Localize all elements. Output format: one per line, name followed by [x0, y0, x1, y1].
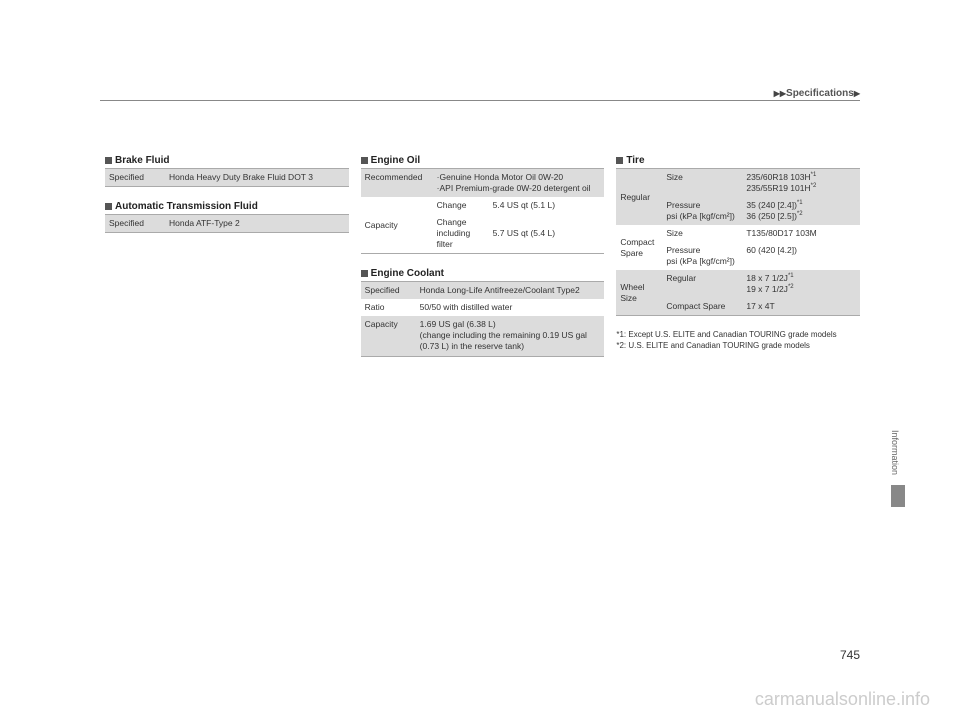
sub-value: 5.4 US qt (5.1 L) [493, 200, 555, 211]
table-row: Recommended ·Genuine Honda Motor Oil 0W-… [361, 169, 605, 198]
table-row: Wheel Size Regular 18 x 7 1/2J*119 x 7 1… [616, 270, 860, 298]
cell-value: ·Genuine Honda Motor Oil 0W-20 ·API Prem… [433, 169, 605, 198]
side-tab-marker [891, 485, 905, 507]
cell-value: 17 x 4T [742, 298, 860, 316]
brake-fluid-table: Specified Honda Heavy Duty Brake Fluid D… [105, 168, 349, 187]
cell-label: Capacity [361, 316, 416, 356]
section-title-brake-fluid: Brake Fluid [105, 155, 349, 166]
title-text: Brake Fluid [115, 155, 169, 166]
table-row: Ratio 50/50 with distilled water [361, 299, 605, 316]
section-title-atf: Automatic Transmission Fluid [105, 201, 349, 212]
section-title-tire: Tire [616, 155, 860, 166]
side-section-label: Information [890, 430, 900, 475]
cell-label: Ratio [361, 299, 416, 316]
manual-page: ▶▶Specifications▶ Brake Fluid Specified … [0, 0, 960, 722]
table-row: Specified Honda Heavy Duty Brake Fluid D… [105, 169, 349, 187]
cell-sublabel: Pressure psi (kPa [kgf/cm²]) [662, 242, 742, 270]
breadcrumb-text: Specifications [786, 88, 854, 99]
cell-label: Regular [616, 169, 662, 226]
sub-value: 5.7 US qt (5.4 L) [493, 228, 555, 239]
content-columns: Brake Fluid Specified Honda Heavy Duty B… [105, 155, 860, 371]
cell-value: Change 5.4 US qt (5.1 L) [433, 197, 605, 214]
sub-label: Change including filter [437, 217, 485, 250]
atf-table: Specified Honda ATF-Type 2 [105, 214, 349, 233]
cell-value: Honda Heavy Duty Brake Fluid DOT 3 [165, 169, 349, 187]
title-text: Automatic Transmission Fluid [115, 201, 258, 212]
square-bullet-icon [361, 270, 368, 277]
table-row: Capacity Change 5.4 US qt (5.1 L) [361, 197, 605, 214]
footnote-2: *2: U.S. ELITE and Canadian TOURING grad… [616, 341, 860, 351]
cell-value: 1.69 US gal (6.38 L) (change including t… [416, 316, 605, 356]
watermark: carmanualsonline.info [755, 689, 930, 710]
cell-label: Specified [105, 169, 165, 187]
title-text: Engine Oil [371, 155, 420, 166]
page-number: 745 [840, 648, 860, 662]
cell-label: Compact Spare [616, 225, 662, 270]
arrow-icon: ▶ [854, 89, 860, 98]
section-title-engine-oil: Engine Oil [361, 155, 605, 166]
sub-label: Change [437, 200, 485, 211]
square-bullet-icon [616, 157, 623, 164]
table-row: Specified Honda ATF-Type 2 [105, 215, 349, 233]
engine-oil-table: Recommended ·Genuine Honda Motor Oil 0W-… [361, 168, 605, 254]
square-bullet-icon [105, 203, 112, 210]
cell-label: Specified [105, 215, 165, 233]
cell-label: Capacity [361, 197, 433, 254]
cell-value: 50/50 with distilled water [416, 299, 605, 316]
cell-value: 18 x 7 1/2J*119 x 7 1/2J*2 [742, 270, 860, 298]
cell-value: 60 (420 [4.2]) [742, 242, 860, 270]
table-row: Compact Spare Size T135/80D17 103M [616, 225, 860, 242]
cell-value: 235/60R18 103H*1235/55R19 101H*2 [742, 169, 860, 198]
coolant-table: Specified Honda Long-Life Antifreeze/Coo… [361, 281, 605, 356]
cell-value: T135/80D17 103M [742, 225, 860, 242]
square-bullet-icon [105, 157, 112, 164]
column-2: Engine Oil Recommended ·Genuine Honda Mo… [361, 155, 605, 371]
cell-value: Honda ATF-Type 2 [165, 215, 349, 233]
table-row: Specified Honda Long-Life Antifreeze/Coo… [361, 282, 605, 300]
square-bullet-icon [361, 157, 368, 164]
cell-sublabel: Regular [662, 270, 742, 298]
cell-value: Honda Long-Life Antifreeze/Coolant Type2 [416, 282, 605, 300]
section-title-coolant: Engine Coolant [361, 268, 605, 279]
footnote-1: *1: Except U.S. ELITE and Canadian TOURI… [616, 330, 860, 340]
title-text: Tire [626, 155, 644, 166]
table-row: Regular Size 235/60R18 103H*1235/55R19 1… [616, 169, 860, 198]
cell-label: Specified [361, 282, 416, 300]
table-row: Capacity 1.69 US gal (6.38 L) (change in… [361, 316, 605, 356]
cell-sublabel: Size [662, 169, 742, 198]
cell-value: Change including filter 5.7 US qt (5.4 L… [433, 214, 605, 254]
column-3: Tire Regular Size 235/60R18 103H*1235/55… [616, 155, 860, 371]
header-rule [100, 100, 860, 101]
tire-table: Regular Size 235/60R18 103H*1235/55R19 1… [616, 168, 860, 316]
title-text: Engine Coolant [371, 268, 444, 279]
cell-label: Wheel Size [616, 270, 662, 316]
breadcrumb: ▶▶Specifications▶ [774, 88, 860, 99]
column-1: Brake Fluid Specified Honda Heavy Duty B… [105, 155, 349, 371]
cell-value: 35 (240 [2.4])*136 (250 [2.5])*2 [742, 197, 860, 225]
cell-sublabel: Compact Spare [662, 298, 742, 316]
cell-sublabel: Size [662, 225, 742, 242]
cell-label: Recommended [361, 169, 433, 198]
cell-sublabel: Pressure psi (kPa [kgf/cm²]) [662, 197, 742, 225]
footnotes: *1: Except U.S. ELITE and Canadian TOURI… [616, 330, 860, 351]
